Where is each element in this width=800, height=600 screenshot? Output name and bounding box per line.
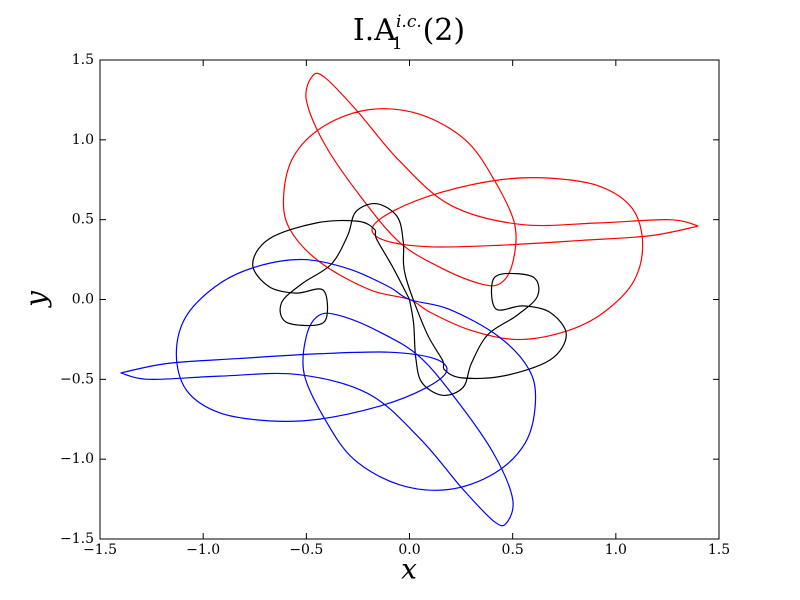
orbit-line [282, 72, 699, 341]
y-tick-label: 1.0 [72, 132, 94, 148]
chart-title: I.Ai.c. 1 (2) [353, 12, 465, 54]
y-tick-label: 1.5 [72, 52, 94, 68]
y-tick-label: 0.0 [72, 292, 94, 308]
y-tick-label: −1.5 [60, 531, 94, 547]
y-tick-label: 0.5 [72, 212, 94, 228]
orbit-line [252, 202, 567, 397]
y-axis-label: y [20, 290, 53, 309]
title-sub: 1 [392, 34, 403, 54]
x-tick-label: 1.5 [708, 542, 730, 558]
plot-area [120, 72, 699, 527]
x-tick-label: −1.0 [186, 542, 220, 558]
x-tick-label: −0.5 [289, 542, 323, 558]
y-tick-label: −0.5 [60, 371, 94, 387]
title-sup: i.c. [396, 12, 422, 32]
orbit-line [120, 258, 537, 527]
title-main: I.A [353, 13, 396, 48]
x-tick-label: 1.0 [605, 542, 627, 558]
title-tail: (2) [423, 13, 466, 48]
x-tick-label: 0.0 [398, 542, 420, 558]
x-axis-label: x [401, 553, 417, 586]
y-tick-label: −1.0 [60, 451, 94, 467]
x-tick-label: 0.5 [502, 542, 524, 558]
x-tick-label: −1.5 [83, 542, 117, 558]
